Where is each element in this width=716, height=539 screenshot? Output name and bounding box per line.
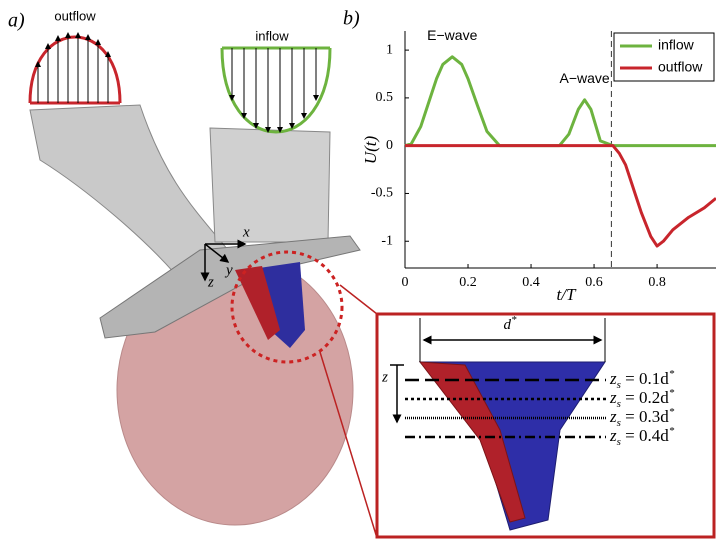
level-sup: * <box>669 368 675 380</box>
y-tick-label: 0.5 <box>376 90 394 105</box>
depth-label: z <box>381 369 388 385</box>
x-tick-label: 0.4 <box>522 275 540 290</box>
level-sup: * <box>669 425 675 437</box>
inflow-profile <box>222 48 330 132</box>
inflow-tube <box>210 128 330 242</box>
panel-label: a) <box>8 10 25 32</box>
x-tick-label: 0.2 <box>459 275 477 290</box>
x-axis-label: t/T <box>557 285 577 304</box>
series-line <box>405 146 716 246</box>
panel-label: b) <box>343 8 360 30</box>
outflow-profile <box>30 37 120 103</box>
inflow-label: inflow <box>255 28 289 43</box>
outflow-label: outflow <box>54 8 96 23</box>
legend-label: inflow <box>658 37 695 53</box>
annotation: E−wave <box>427 27 477 43</box>
level-eq: = 0.1d <box>621 369 669 388</box>
panel-a: a) outflow inflow x y z d* <box>8 8 714 538</box>
level-eq: = 0.2d <box>621 388 669 407</box>
axis-x-label: x <box>242 224 250 240</box>
figure: a) outflow inflow x y z d* <box>0 0 716 539</box>
axis-z-label: z <box>207 274 214 290</box>
x-tick-label: 0.6 <box>585 275 603 290</box>
level-sup: * <box>669 406 675 418</box>
panel-b: b) -1 -0.5 0 0.5 1 0 0.2 0.4 0.6 0.8 t/T U(t) E−wave A… <box>343 8 716 304</box>
y-axis-label: U(t) <box>361 136 380 165</box>
y-tick-label: -0.5 <box>371 186 393 201</box>
level-sup: * <box>669 387 675 399</box>
level-eq: = 0.4d <box>621 426 669 445</box>
y-tick-label: 0 <box>386 138 393 153</box>
level-eq: = 0.3d <box>621 407 669 426</box>
annotation: A−wave <box>560 70 610 86</box>
y-tick-label: -1 <box>381 233 393 248</box>
axis-y-label: y <box>224 262 233 278</box>
width-sup: * <box>511 314 517 326</box>
outflow-arrows <box>38 33 108 103</box>
legend-label: outflow <box>658 59 703 75</box>
zoom-line <box>340 285 377 314</box>
x-tick-label: 0.8 <box>648 275 666 290</box>
y-tick-label: 1 <box>386 42 393 57</box>
x-tick-label: 0 <box>402 275 409 290</box>
